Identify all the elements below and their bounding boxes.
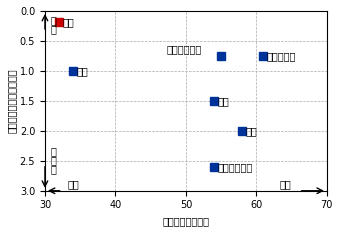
Text: 日本: 日本 — [63, 17, 74, 27]
Text: シンガポール: シンガポール — [218, 162, 253, 172]
Text: 安
全: 安 全 — [51, 15, 56, 34]
Text: デンマーク: デンマーク — [267, 51, 296, 61]
Text: 韓国: 韓国 — [76, 66, 88, 76]
Text: 非
安
全: 非 安 全 — [51, 146, 56, 174]
Text: 不安: 不安 — [68, 180, 79, 190]
Text: 米国: 米国 — [218, 96, 230, 106]
Text: スウェーデン: スウェーデン — [166, 44, 201, 54]
Text: 英国: 英国 — [246, 126, 258, 136]
Text: 安心: 安心 — [280, 180, 292, 190]
X-axis label: 「安心」総合指標: 「安心」総合指標 — [163, 216, 209, 226]
Y-axis label: パソコンのボット感染度: パソコンのボット感染度 — [7, 69, 17, 133]
